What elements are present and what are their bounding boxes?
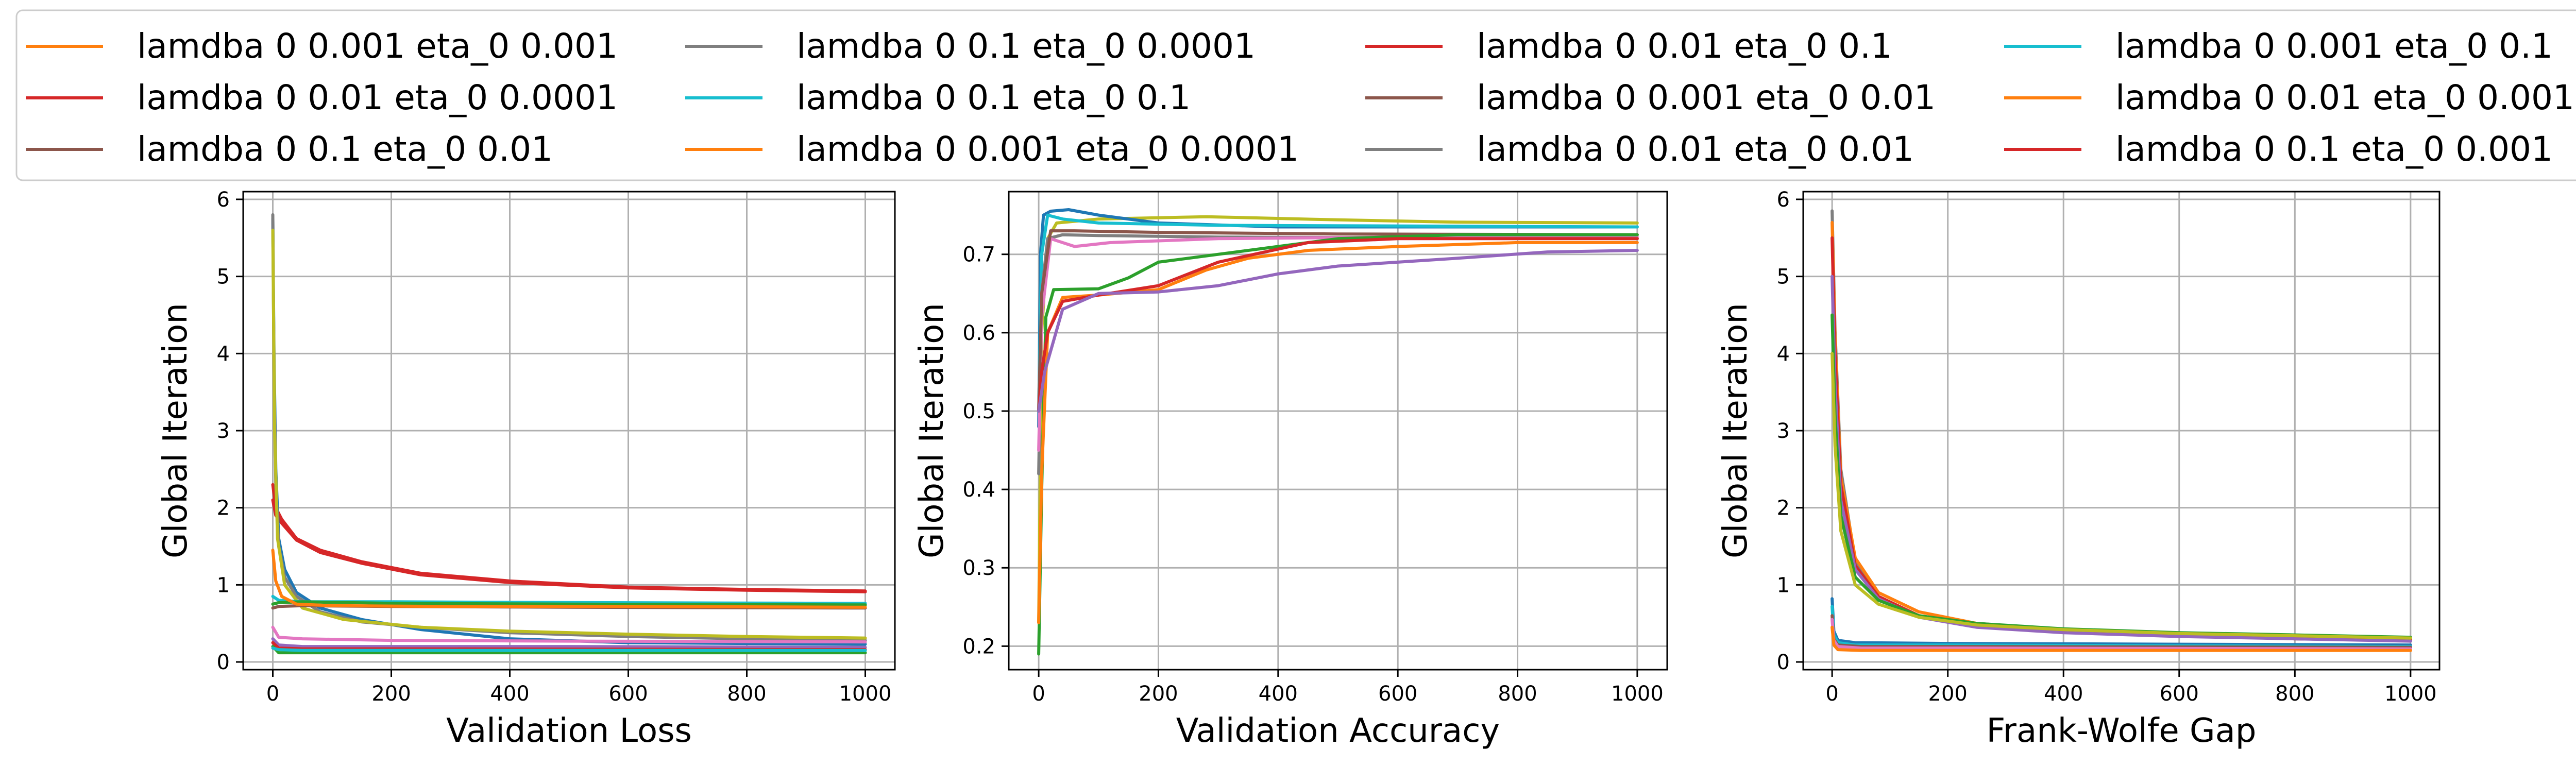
series-line: [271, 637, 867, 649]
legend-item: lamdba 0 0.001 eta_0 0.0001: [685, 129, 1299, 169]
y-tick-label: 1: [1777, 573, 1790, 597]
y-tick-label: 0.5: [962, 400, 995, 423]
series-line: [271, 600, 867, 607]
y-tick-label: 4: [217, 342, 230, 366]
x-tick-label: 600: [2160, 682, 2199, 706]
y-tick-label: 2: [1777, 497, 1790, 520]
y-tick-label: 1: [217, 573, 230, 597]
legend-label: lamdba 0 0.001 eta_0 0.01: [1477, 78, 1936, 117]
legend-label: lamdba 0 0.01 eta_0 0.0001: [137, 78, 618, 117]
y-tick-label: 6: [1777, 188, 1790, 212]
legend-label: lamdba 0 0.1 eta_0 0.01: [137, 129, 553, 169]
y-tick-label: 0: [217, 651, 230, 674]
legend-label: lamdba 0 0.1 eta_0 0.0001: [796, 26, 1256, 66]
subplot-validation-accuracy: 0 200 400 600 800 1000 0.2 0.3 0.4 0.5 0.6 0.7 Vali…: [913, 191, 1668, 750]
series-line: [1831, 313, 2412, 639]
series-line: [271, 213, 867, 642]
legend-item: lamdba 0 0.01 eta_0 0.0001: [26, 78, 618, 117]
legend-frame: [15, 9, 2576, 181]
y-tick-label: 0.6: [962, 321, 995, 345]
series-line: [271, 646, 867, 652]
series-line: [1831, 275, 2412, 643]
x-tick-label: 400: [490, 682, 529, 706]
series-line: [271, 228, 867, 640]
legend-label: lamdba 0 0.001 eta_0 0.001: [137, 26, 618, 66]
axes-frame: [1008, 191, 1668, 671]
y-tick-label: 0: [1777, 651, 1790, 674]
series-line: [1037, 233, 1639, 475]
x-tick-label: 1000: [2384, 682, 2437, 706]
legend-item: lamdba 0 0.001 eta_0 0.001: [26, 26, 618, 66]
x-tick-label: 200: [371, 682, 411, 706]
y-axis-label: Global Iteration: [1717, 303, 1755, 558]
x-tick-label: 800: [727, 682, 766, 706]
legend-item: lamdba 0 0.1 eta_0 0.1: [685, 78, 1191, 117]
legend-item: lamdba 0 0.001 eta_0 0.1: [2004, 26, 2553, 66]
x-axis-label: Frank-Wolfe Gap: [1987, 712, 2257, 750]
legend-label: lamdba 0 0.1 eta_0 0.1: [796, 78, 1191, 117]
y-tick-label: 3: [217, 419, 230, 443]
x-axis-label: Validation Loss: [446, 712, 692, 750]
y-axis-label: Global Iteration: [157, 303, 195, 558]
legend-label: lamdba 0 0.01 eta_0 0.01: [1477, 129, 1914, 169]
legend-item: lamdba 0 0.1 eta_0 0.01: [26, 129, 553, 169]
legend-label: lamdba 0 0.1 eta_0 0.001: [2115, 129, 2553, 169]
legend-label: lamdba 0 0.01 eta_0 0.1: [1477, 26, 1892, 66]
series-line: [271, 483, 867, 593]
series-line: [1037, 237, 1639, 413]
series-line: [1037, 235, 1639, 452]
y-tick-label: 0.3: [962, 556, 995, 580]
y-tick-label: 4: [1777, 342, 1790, 366]
legend: lamdba 0 0.001 eta_0 0.001 lamdba 0 0.01 …: [15, 9, 2576, 181]
series-line: [1037, 229, 1639, 413]
series-line: [1037, 213, 1639, 413]
series-line: [1037, 233, 1639, 656]
series-line: [1037, 241, 1639, 624]
series-line: [1831, 352, 2412, 640]
legend-item: lamdba 0 0.001 eta_0 0.01: [1365, 78, 1936, 117]
x-tick-label: 800: [1498, 682, 1537, 706]
y-tick-label: 0.2: [962, 635, 995, 658]
legend-label: lamdba 0 0.001 eta_0 0.0001: [796, 129, 1299, 169]
y-tick-label: 0.7: [962, 243, 995, 267]
y-axis-label: Global Iteration: [913, 303, 951, 558]
series-line: [1831, 625, 2412, 652]
series-line: [1831, 209, 2412, 642]
legend-item: lamdba 0 0.1 eta_0 0.001: [2004, 129, 2553, 169]
x-tick-label: 200: [1139, 682, 1178, 706]
x-axis-label: Validation Accuracy: [1176, 712, 1500, 750]
legend-item: lamdba 0 0.01 eta_0 0.001: [2004, 78, 2574, 117]
x-tick-label: 200: [1928, 682, 1968, 706]
y-tick-label: 2: [217, 497, 230, 520]
subplot-validation-loss: 0 200 400 600 800 1000 0 1 2 3 4 5 6 Validation Loss…: [157, 188, 896, 750]
series-line: [1037, 249, 1639, 413]
x-tick-label: 0: [1825, 682, 1838, 706]
legend-label: lamdba 0 0.001 eta_0 0.1: [2115, 26, 2553, 66]
y-tick-label: 3: [1777, 419, 1790, 443]
x-tick-label: 0: [1032, 682, 1045, 706]
x-tick-label: 600: [608, 682, 648, 706]
series-line: [271, 625, 867, 644]
y-tick-label: 6: [217, 188, 230, 212]
legend-item: lamdba 0 0.01 eta_0 0.01: [1365, 129, 1914, 169]
x-tick-label: 600: [1378, 682, 1417, 706]
y-tick-label: 5: [217, 265, 230, 289]
legend-label: lamdba 0 0.01 eta_0 0.001: [2115, 78, 2574, 117]
x-tick-label: 1000: [839, 682, 892, 706]
x-tick-label: 1000: [1611, 682, 1664, 706]
legend-item: lamdba 0 0.01 eta_0 0.1: [1365, 26, 1892, 66]
legend-item: lamdba 0 0.1 eta_0 0.0001: [685, 26, 1256, 66]
series-line: [1831, 236, 2412, 642]
y-tick-label: 5: [1777, 265, 1790, 289]
series-line: [271, 498, 867, 593]
x-tick-label: 800: [2275, 682, 2314, 706]
x-tick-label: 0: [266, 682, 279, 706]
x-tick-label: 400: [1259, 682, 1298, 706]
series-line: [271, 549, 867, 609]
y-tick-label: 0.4: [962, 478, 995, 502]
subplot-frank-wolfe-gap: 0 200 400 600 800 1000 0 1 2 3 4 5 6 Frank-Wolfe Gap…: [1717, 188, 2441, 750]
x-tick-label: 400: [2044, 682, 2083, 706]
